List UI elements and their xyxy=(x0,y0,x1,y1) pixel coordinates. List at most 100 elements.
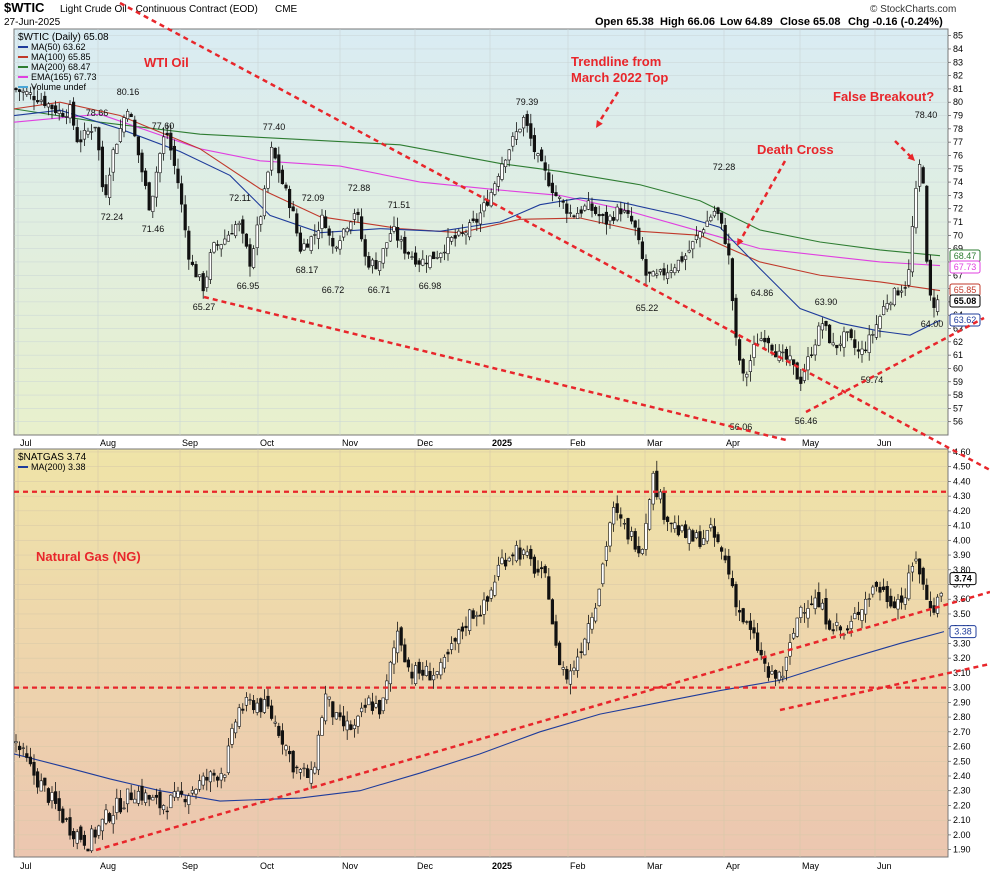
ng-candle-body xyxy=(68,817,72,836)
oil-candle-body xyxy=(169,132,173,151)
oil-candle-body xyxy=(126,111,130,120)
ng-candle-body xyxy=(266,695,270,707)
oil-candle-body xyxy=(359,216,364,240)
oil-tag-value: 68.47 xyxy=(954,251,977,261)
ng-candle-body xyxy=(406,659,411,668)
oil-candle-body xyxy=(910,226,914,273)
oil-candle-body xyxy=(572,215,576,217)
ng-tag-value: 3.38 xyxy=(954,627,972,637)
oil-candle-body xyxy=(244,233,249,247)
oil-candle-body xyxy=(86,130,90,135)
death-cross-annotation: Death Cross xyxy=(757,142,834,157)
ng-candle-body xyxy=(460,626,465,632)
ng-candle-body xyxy=(734,584,738,608)
ng-y-tick-label: 2.40 xyxy=(953,771,971,781)
ng-x-tick-apr: Apr xyxy=(726,861,740,871)
ng-candle-body xyxy=(802,612,806,614)
oil-candle-body xyxy=(28,92,33,95)
ng-candle-body xyxy=(593,607,598,622)
ng-candle-body xyxy=(849,621,853,629)
oil-price-label: 71.46 xyxy=(142,224,165,234)
oil-candle-body xyxy=(216,244,220,246)
oil-x-axis: Jul Aug Sep Oct Nov Dec 2025 Feb Mar Apr May Jun xyxy=(20,438,892,448)
oil-candle-body xyxy=(262,188,267,217)
oil-candle-body xyxy=(863,349,868,352)
ng-candle-body xyxy=(334,712,339,720)
oil-candle-body xyxy=(377,261,382,271)
oil-candle-body xyxy=(748,360,752,373)
oil-candle-body xyxy=(831,342,835,346)
oil-candle-body xyxy=(331,237,335,247)
ng-candle-body xyxy=(208,771,213,783)
oil-candle-body xyxy=(896,290,900,296)
oil-candle-body xyxy=(835,344,839,349)
ng-candle-body xyxy=(277,725,281,736)
oil-y-tick-label: 60 xyxy=(953,363,963,373)
oil-x-tick-dec: Dec xyxy=(417,438,434,448)
oil-candle-body xyxy=(449,237,454,242)
oil-tag-box xyxy=(949,294,981,308)
ng-candle-body xyxy=(252,700,256,711)
ng-candle-body xyxy=(25,753,29,758)
oil-candle-body xyxy=(79,139,83,143)
oil-candle-body xyxy=(64,116,68,118)
oil-candle-body xyxy=(575,213,580,219)
oil-legend-entry: MA(50) 63.62 xyxy=(31,42,86,52)
oil-candle-body xyxy=(809,354,814,356)
oil-candle-body xyxy=(691,241,695,250)
oil-candle-body xyxy=(237,222,241,225)
oil-candle-body xyxy=(90,131,94,133)
oil-price-labels: 78.66 80.16 72.24 77.60 71.46 65.27 72.11 77.40… xyxy=(86,87,944,432)
ng-candle-body xyxy=(554,621,558,646)
oil-candle-body xyxy=(507,149,511,161)
ng-candle-body xyxy=(874,581,878,587)
oil-moving-averages xyxy=(14,101,941,336)
ng-candle-body xyxy=(597,588,601,606)
ng-candle-body xyxy=(21,747,25,749)
wti-oil-annotation: WTI Oil xyxy=(144,55,189,70)
oil-y-tick-label: 80 xyxy=(953,97,963,107)
oil-candle-body xyxy=(583,205,587,211)
ng-candle-body xyxy=(413,665,418,684)
oil-tag-value: 63.62 xyxy=(954,315,977,325)
oil-candle-body xyxy=(453,235,457,239)
oil-candle-body xyxy=(770,344,774,351)
oil-candle-body xyxy=(619,208,623,215)
oil-candle-body xyxy=(338,240,342,250)
oil-candle-body xyxy=(316,230,321,239)
oil-candle-body xyxy=(817,325,821,346)
oil-candle-body xyxy=(845,331,850,333)
ng-candle-body xyxy=(550,599,554,625)
oil-y-axis: 5657585960616263646566676869707172737475… xyxy=(948,31,963,427)
ng-x-tick-jul: Jul xyxy=(20,861,32,871)
oil-price-label: 78.40 xyxy=(915,110,938,120)
oil-candle-body xyxy=(802,371,806,381)
oil-candle-body xyxy=(122,117,126,133)
ng-candle-body xyxy=(485,596,490,602)
oil-candle-body xyxy=(655,273,659,276)
oil-candle-body xyxy=(629,215,634,222)
oil-candle-body xyxy=(183,204,187,231)
ng-y-tick-label: 2.80 xyxy=(953,712,971,722)
oil-candle-body xyxy=(162,136,166,154)
oil-candle-body xyxy=(712,210,716,217)
ng-candle-body xyxy=(647,499,652,530)
ng-candle-body xyxy=(395,630,400,654)
oil-candle-body xyxy=(921,167,925,184)
oil-candle-body xyxy=(395,227,400,241)
oil-price-label: 72.28 xyxy=(713,162,736,172)
ng-candle-body xyxy=(525,551,529,556)
ma50-line xyxy=(14,109,941,336)
oil-candle-body xyxy=(158,153,162,174)
oil-y-tick-label: 84 xyxy=(953,44,963,54)
oil-candle-body xyxy=(151,195,155,212)
trendline-annotations xyxy=(95,1,990,852)
oil-y-tick-label: 71 xyxy=(953,217,963,227)
oil-candle-body xyxy=(637,227,641,241)
ng-candle-body xyxy=(557,642,562,666)
ng-candle-body xyxy=(327,696,331,700)
oil-y-tick-label: 61 xyxy=(953,350,963,360)
oil-candle-body xyxy=(730,258,734,302)
oil-candle-body xyxy=(284,184,288,189)
